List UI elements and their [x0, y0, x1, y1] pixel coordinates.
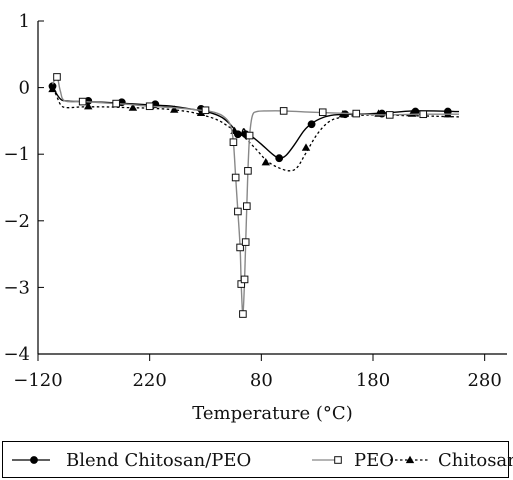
- series-blend-chitosan-peo: [48, 82, 460, 163]
- data-point: [112, 99, 120, 108]
- plot-area: [48, 73, 460, 318]
- legend-marker: [334, 456, 342, 464]
- legend: Blend Chitosan/PEO PEO Chitosan: [2, 441, 513, 478]
- data-point: [301, 143, 311, 151]
- legend-marker: [405, 455, 415, 464]
- y-tick-label: −2: [3, 211, 30, 232]
- data-point: [241, 238, 250, 246]
- data-point: [411, 107, 420, 116]
- data-point: [419, 110, 428, 119]
- x-tick-label: 80: [250, 370, 273, 391]
- data-point: [443, 107, 452, 116]
- axis-ticks: [37, 20, 486, 361]
- data-point: [378, 109, 386, 118]
- legend-label: PEO: [354, 450, 394, 471]
- data-point: [244, 167, 252, 175]
- legend-label: Chitosan: [438, 450, 513, 471]
- data-point: [231, 173, 240, 182]
- y-tick-label: −4: [3, 344, 30, 365]
- legend-item: Chitosan: [390, 450, 513, 471]
- x-tick-label: 220: [132, 370, 166, 391]
- legend-label: Blend Chitosan/PEO: [66, 450, 251, 471]
- tick-labels: 1 0 −1 −2 −3 −4 −120 220 80 180 280: [3, 11, 501, 391]
- legend-marker: [30, 456, 38, 464]
- data-point: [243, 202, 251, 210]
- data-point: [236, 243, 244, 252]
- x-tick-label: −120: [13, 370, 62, 391]
- data-point: [279, 107, 288, 115]
- data-point: [201, 106, 210, 115]
- axes: [37, 21, 507, 355]
- legend-item: Blend Chitosan/PEO: [12, 450, 251, 471]
- y-tick-label: 0: [19, 78, 30, 99]
- data-point: [53, 73, 61, 81]
- y-tick-label: −1: [3, 144, 30, 165]
- data-point: [128, 103, 138, 111]
- data-point: [170, 105, 179, 113]
- data-point: [233, 130, 242, 139]
- data-point: [229, 138, 238, 147]
- data-point: [352, 109, 361, 118]
- legend-box: [2, 441, 509, 478]
- legend-item: PEO: [312, 450, 394, 471]
- y-tick-label: −3: [3, 277, 30, 298]
- series-peo: [51, 73, 460, 318]
- x-axis-title: Temperature (°C): [192, 403, 352, 424]
- series-line: [51, 85, 460, 159]
- data-point: [318, 108, 327, 117]
- data-point: [234, 207, 242, 216]
- y-tick-label: 1: [19, 11, 30, 32]
- data-point: [341, 110, 349, 119]
- x-tick-label: 280: [467, 370, 501, 391]
- data-point: [239, 310, 247, 318]
- series-chitosan: [48, 84, 460, 172]
- x-tick-label: 180: [356, 370, 390, 391]
- data-point: [84, 102, 93, 110]
- data-point: [385, 111, 394, 119]
- data-point: [240, 275, 249, 284]
- data-point: [78, 97, 87, 106]
- data-point: [275, 154, 284, 163]
- data-point: [261, 157, 270, 166]
- data-point: [307, 120, 316, 129]
- data-point: [145, 102, 154, 111]
- data-point: [245, 131, 254, 140]
